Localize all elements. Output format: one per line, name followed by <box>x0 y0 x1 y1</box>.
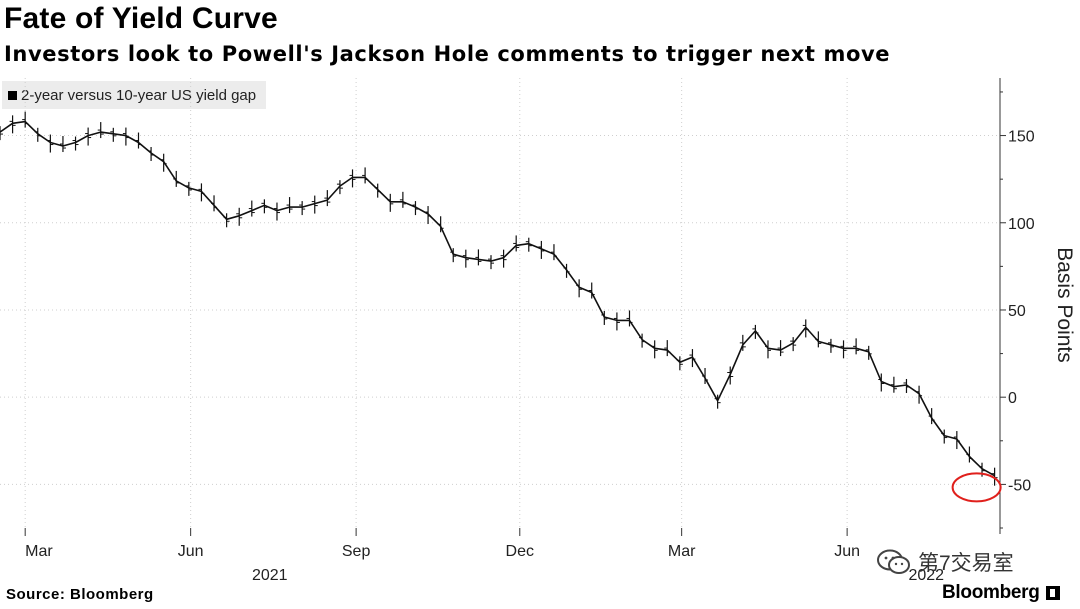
annotation-layer <box>951 472 1002 503</box>
legend-swatch <box>8 90 17 100</box>
x-tick-label: Mar <box>25 543 53 560</box>
brand-text: Bloomberg <box>942 582 1040 603</box>
x-axis: Mar Jun Sep Dec Mar Jun 2021 2022 <box>24 528 944 584</box>
x-year-label: 2022 <box>908 567 944 584</box>
bloomberg-mark-icon <box>1045 586 1060 600</box>
y-tick-label: -50 <box>1008 477 1031 494</box>
source-note: Source: Bloomberg <box>6 586 154 603</box>
y-tick-label: 50 <box>1008 303 1026 320</box>
legend: 2-year versus 10-year US yield gap <box>2 81 267 109</box>
y-axis: 150 100 50 0 -50 Basis Points <box>999 78 1076 534</box>
series-line <box>0 120 995 477</box>
x-tick-label: Jun <box>834 543 860 560</box>
watermark-text: 第7交易室 <box>918 552 1014 575</box>
chart-subtitle: Investors look to Powell's Jackson Hole … <box>4 42 891 66</box>
bloomberg-logo: Bloomberg <box>942 582 1060 604</box>
chart-title: Fate of Yield Curve <box>4 2 278 35</box>
x-tick-label: Mar <box>668 543 696 560</box>
wechat-icon <box>877 549 910 574</box>
grid-lines <box>0 78 1000 528</box>
legend-label: 2-year versus 10-year US yield gap <box>21 86 257 104</box>
y-axis-title: Basis Points <box>1053 247 1076 363</box>
x-year-label: 2021 <box>252 567 288 584</box>
watermark: 第7交易室 <box>876 547 1014 577</box>
y-tick-label: 100 <box>1008 216 1035 233</box>
annotation-circle <box>951 472 1002 503</box>
x-tick-label: Sep <box>342 543 371 560</box>
x-tick-label: Jun <box>178 543 204 560</box>
y-tick-label: 150 <box>1008 129 1035 146</box>
y-tick-label: 0 <box>1008 390 1017 407</box>
series-layer <box>0 111 998 486</box>
x-tick-label: Dec <box>506 543 534 560</box>
